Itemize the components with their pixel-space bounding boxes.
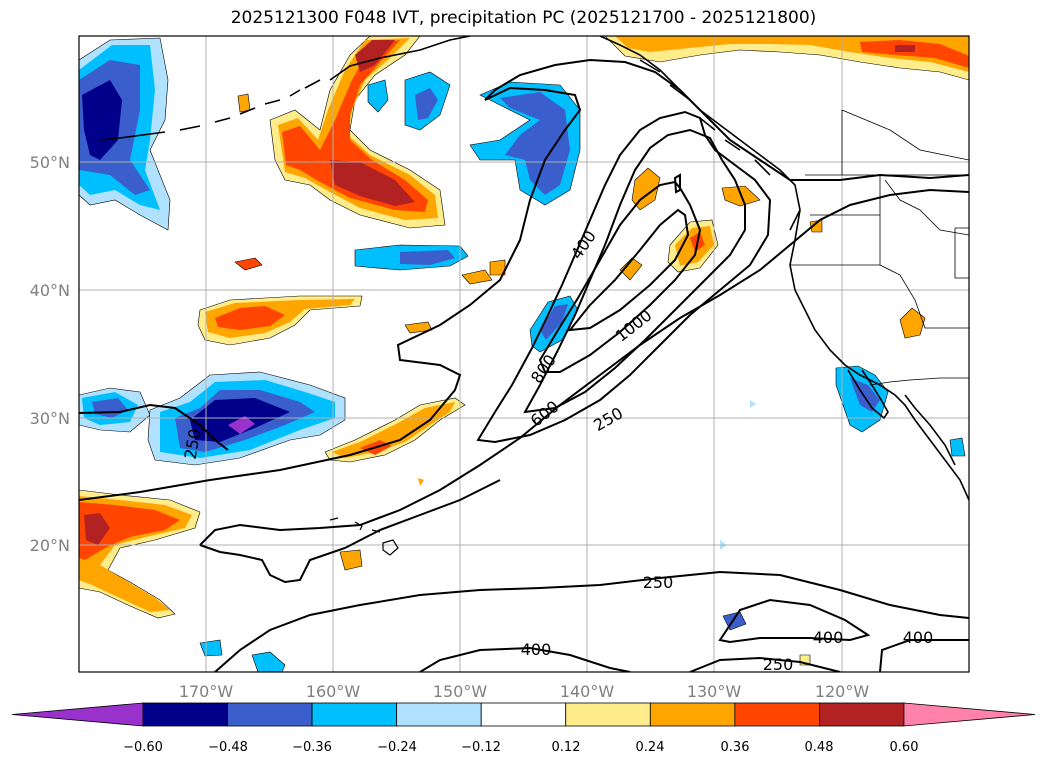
lon-label-120w: 120°W: [815, 682, 870, 701]
lon-label-160w: 160°W: [306, 682, 361, 701]
colorbar-segment: [565, 702, 651, 727]
lat-label-40n: 40°N: [30, 281, 70, 300]
colorbar-tick-label: 0.60: [890, 740, 919, 755]
lat-label-20n: 20°N: [30, 536, 70, 555]
contour-label-250-south: 250: [643, 573, 674, 592]
lat-label-30n: 30°N: [30, 409, 70, 428]
contour-label-400-east: 400: [903, 628, 934, 647]
lat-label-50n: 50°N: [30, 153, 70, 172]
colorbar-segment: [311, 702, 398, 727]
colorbar-tick-label: −0.12: [461, 740, 501, 755]
colorbar-tick-label: −0.60: [123, 740, 163, 755]
colorbar-extend-high: [903, 702, 1036, 727]
map-frame: [78, 35, 970, 673]
colorbar-tick-label: −0.48: [208, 740, 248, 755]
colorbar-tick-labels: −0.60 −0.48 −0.36 −0.24 −0.12 0.12 0.24 …: [123, 740, 918, 755]
ivt-contours: [79, 58, 969, 672]
colorbar-segment: [142, 702, 228, 727]
colorbar-tick-label: 0.36: [721, 740, 750, 755]
colorbar-segment: [649, 702, 736, 727]
colorbar-segment: [819, 702, 905, 727]
lon-label-170w: 170°W: [179, 682, 234, 701]
latitude-labels: 50°N 40°N 30°N 20°N: [30, 153, 70, 555]
colorbar: [11, 702, 1036, 727]
colorbar-tick-label: 0.24: [636, 740, 665, 755]
coastlines: [99, 36, 969, 501]
colorbar-segment: [480, 702, 567, 727]
contour-label-250-southeast: 250: [763, 655, 794, 674]
colorbar-tick-label: −0.36: [292, 740, 332, 755]
contour-label-400-south: 400: [521, 640, 552, 659]
lon-label-130w: 130°W: [687, 682, 742, 701]
precip-anomaly-fill: [79, 36, 969, 672]
colorbar-tick-label: 0.12: [552, 740, 581, 755]
colorbar-segment: [734, 702, 820, 727]
graticule: [79, 36, 969, 672]
contour-label-400-southeast: 400: [813, 628, 844, 647]
lon-label-150w: 150°W: [433, 682, 488, 701]
colorbar-segment: [227, 702, 313, 727]
colorbar-tick-label: 0.48: [805, 740, 834, 755]
colorbar-segment: [396, 702, 482, 727]
longitude-labels: 170°W 160°W 150°W 140°W 130°W 120°W: [179, 682, 870, 701]
colorbar-tick-label: −0.24: [377, 740, 417, 755]
map-title: 2025121300 F048 IVT, precipitation PC (2…: [230, 8, 817, 28]
lon-label-140w: 140°W: [560, 682, 615, 701]
colorbar-extend-low: [11, 702, 144, 727]
